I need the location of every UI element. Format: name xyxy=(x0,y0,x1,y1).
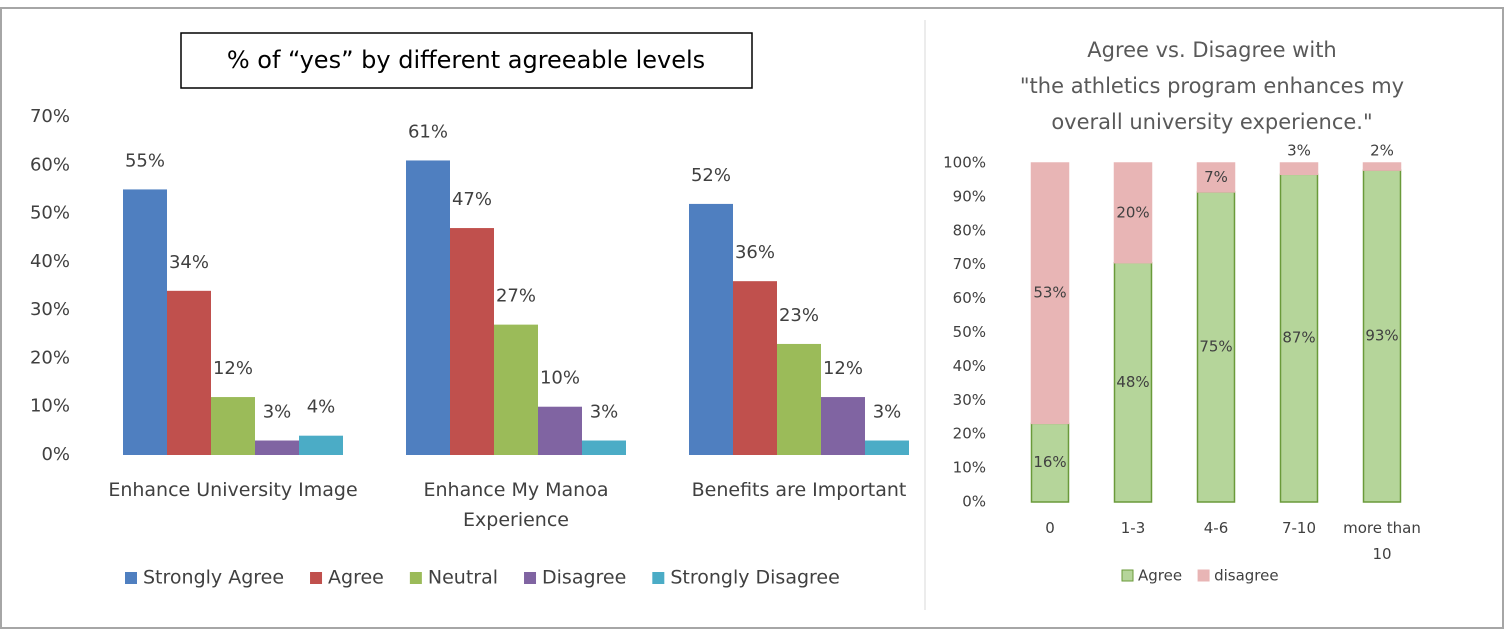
legend-swatch xyxy=(310,572,323,584)
bar xyxy=(450,228,494,455)
data-label: 48% xyxy=(1116,373,1149,391)
bar xyxy=(821,397,865,455)
data-label: 34% xyxy=(169,252,209,273)
y-tick-label: 0% xyxy=(962,493,986,511)
title-box xyxy=(180,32,753,89)
y-tick-label: 10% xyxy=(953,459,986,477)
data-label: 61% xyxy=(408,121,448,142)
legend-swatch xyxy=(524,572,537,584)
y-tick-label: 70% xyxy=(953,255,986,273)
bar-segment xyxy=(1362,169,1402,503)
legend-swatch xyxy=(125,572,137,584)
bar-segment xyxy=(1113,261,1153,503)
data-label: 23% xyxy=(779,305,819,326)
bar xyxy=(167,290,211,455)
y-tick-label: 100% xyxy=(943,154,986,172)
y-tick-label: 30% xyxy=(30,299,70,320)
y-tick-label: 20% xyxy=(953,425,986,443)
data-label: 87% xyxy=(1282,329,1315,347)
y-tick-label: 60% xyxy=(30,154,70,175)
data-label: 12% xyxy=(213,358,253,379)
chart-title: Agree vs. Disagree with "the athletics pr… xyxy=(1020,38,1404,134)
x-tick-label: Enhance My Manoa Experience xyxy=(424,479,609,531)
data-label: 36% xyxy=(735,242,775,263)
x-tick-label: more than 10 xyxy=(1343,519,1421,563)
legend-label: Disagree xyxy=(542,567,626,589)
bar xyxy=(865,440,909,455)
y-tick-label: 10% xyxy=(30,396,70,417)
y-tick-label: 30% xyxy=(953,391,986,409)
legend-swatch xyxy=(652,572,665,584)
data-label: 7% xyxy=(1204,168,1228,186)
bar xyxy=(689,203,733,455)
y-tick-label: 50% xyxy=(953,323,986,341)
data-label: 47% xyxy=(452,189,492,210)
bar xyxy=(582,440,626,455)
bar xyxy=(211,397,255,455)
legend-label: Strongly Disagree xyxy=(670,567,839,589)
bar xyxy=(299,435,343,455)
bar-segment xyxy=(1196,191,1236,503)
y-tick-label: 0% xyxy=(41,444,70,465)
data-label: 93% xyxy=(1365,327,1398,345)
data-label: 75% xyxy=(1199,337,1232,355)
x-tick-label: 1-3 xyxy=(1121,519,1146,537)
data-label: 20% xyxy=(1116,203,1149,221)
bar xyxy=(538,406,582,455)
y-tick-label: 20% xyxy=(30,347,70,368)
y-tick-label: 50% xyxy=(30,203,70,224)
y-tick-label: 70% xyxy=(30,106,70,127)
y-tick-label: 90% xyxy=(953,187,986,205)
bar-segment xyxy=(1030,162,1070,425)
data-label: 3% xyxy=(1287,142,1311,160)
bar xyxy=(255,440,299,455)
bar xyxy=(406,160,450,455)
x-tick-label: Benefits are Important xyxy=(692,479,907,501)
legend-swatch xyxy=(1197,569,1210,582)
data-label: 16% xyxy=(1033,453,1066,471)
y-tick-label: 40% xyxy=(953,357,986,375)
legend-label: disagree xyxy=(1214,567,1279,585)
legend-label: Strongly Agree xyxy=(143,567,284,589)
bar-segment xyxy=(1279,173,1319,503)
data-label: 4% xyxy=(307,397,336,418)
data-label: 2% xyxy=(1370,142,1394,160)
x-tick-label: Enhance University Image xyxy=(108,479,357,501)
data-label: 27% xyxy=(496,286,536,307)
data-label: 12% xyxy=(823,358,863,379)
data-label: 3% xyxy=(263,402,292,423)
bar-segment xyxy=(1362,162,1402,171)
y-tick-label: 40% xyxy=(30,251,70,272)
data-label: 53% xyxy=(1033,284,1066,302)
legend-swatch xyxy=(409,572,422,584)
x-tick-label: 4-6 xyxy=(1204,519,1229,537)
data-label: 55% xyxy=(125,150,165,171)
x-tick-label: 7-10 xyxy=(1282,519,1316,537)
bar xyxy=(123,189,167,455)
legend-swatch xyxy=(1121,569,1134,582)
legend-label: Agree xyxy=(1138,567,1182,585)
chart-title: % of “yes” by different agreeable levels xyxy=(227,46,705,74)
bar-segment xyxy=(1196,162,1236,193)
data-label: 3% xyxy=(873,402,902,423)
bar xyxy=(777,343,821,455)
bar xyxy=(733,281,777,455)
legend-label: Neutral xyxy=(428,567,498,589)
bar-segment xyxy=(1113,162,1153,264)
bar xyxy=(494,324,538,455)
legend-label: Agree xyxy=(328,567,384,589)
y-tick-label: 60% xyxy=(953,289,986,307)
data-label: 10% xyxy=(540,368,580,389)
data-label: 52% xyxy=(691,165,731,186)
data-label: 3% xyxy=(590,402,619,423)
x-tick-label: 0 xyxy=(1045,519,1055,537)
bar-segment xyxy=(1279,162,1319,176)
y-tick-label: 80% xyxy=(953,221,986,239)
